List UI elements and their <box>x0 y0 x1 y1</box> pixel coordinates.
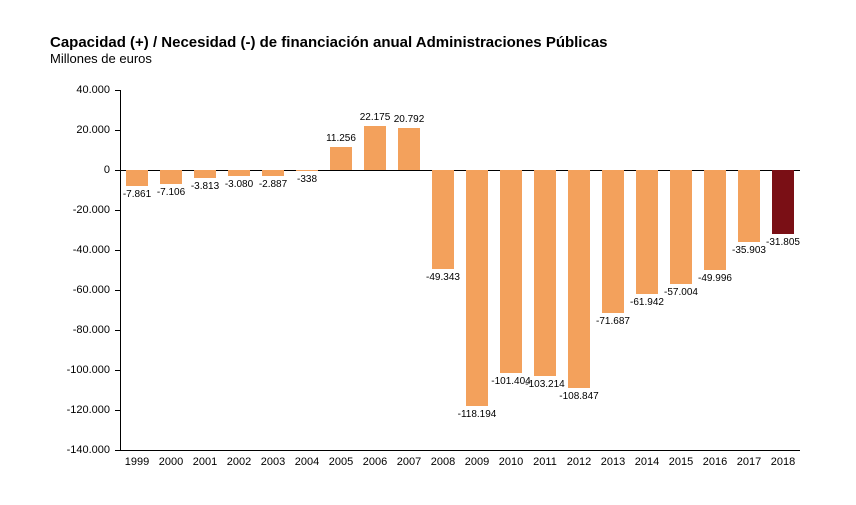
bar <box>126 170 147 186</box>
y-tick-label: -140.000 <box>40 444 110 456</box>
x-axis-bottom <box>120 450 800 451</box>
x-tick-label: 2014 <box>630 456 664 468</box>
bar <box>398 128 419 170</box>
bar <box>670 170 691 284</box>
x-tick-label: 2010 <box>494 456 528 468</box>
bar-value-label: -338 <box>277 174 337 185</box>
y-tick-label: -60.000 <box>40 284 110 296</box>
chart-titles: Capacidad (+) / Necesidad (-) de financi… <box>50 34 608 66</box>
x-tick-label: 2007 <box>392 456 426 468</box>
y-tick <box>115 210 120 211</box>
bar <box>738 170 759 242</box>
x-tick-label: 2011 <box>528 456 562 468</box>
x-axis-zero <box>120 170 800 171</box>
bar-value-label: -61.942 <box>617 297 677 308</box>
bar-value-label: -118.194 <box>447 409 507 420</box>
x-tick-label: 1999 <box>120 456 154 468</box>
x-tick-label: 2004 <box>290 456 324 468</box>
y-tick <box>115 130 120 131</box>
y-tick-label: 0 <box>40 164 110 176</box>
bar <box>330 147 351 170</box>
bar-value-label: -71.687 <box>583 316 643 327</box>
bar <box>466 170 487 406</box>
y-tick-label: 40.000 <box>40 84 110 96</box>
bar <box>602 170 623 313</box>
x-tick-label: 2016 <box>698 456 732 468</box>
bar-value-label: 20.792 <box>379 114 439 125</box>
x-tick-label: 2002 <box>222 456 256 468</box>
y-tick <box>115 290 120 291</box>
bar-value-label: -108.847 <box>549 391 609 402</box>
bar <box>194 170 215 178</box>
bar <box>534 170 555 376</box>
y-tick <box>115 330 120 331</box>
plot-area: 40.00020.0000-20.000-40.000-60.000-80.00… <box>120 90 800 450</box>
chart-title: Capacidad (+) / Necesidad (-) de financi… <box>50 34 608 51</box>
x-tick-label: 2009 <box>460 456 494 468</box>
chart-container: Capacidad (+) / Necesidad (-) de financi… <box>0 0 856 505</box>
y-tick-label: -20.000 <box>40 204 110 216</box>
x-tick-label: 2012 <box>562 456 596 468</box>
bar-value-label: -49.343 <box>413 272 473 283</box>
bar <box>772 170 793 234</box>
bar <box>296 170 317 171</box>
x-tick-label: 2008 <box>426 456 460 468</box>
x-tick-label: 2001 <box>188 456 222 468</box>
bar-value-label: -57.004 <box>651 287 711 298</box>
bar <box>432 170 453 269</box>
y-tick <box>115 370 120 371</box>
x-tick-label: 2018 <box>766 456 800 468</box>
bar-value-label: -103.214 <box>515 379 575 390</box>
y-tick <box>115 410 120 411</box>
bar <box>500 170 521 373</box>
y-tick <box>115 250 120 251</box>
bar <box>636 170 657 294</box>
chart-subtitle: Millones de euros <box>50 51 608 66</box>
bar-value-label: -49.996 <box>685 273 745 284</box>
x-tick-label: 2006 <box>358 456 392 468</box>
x-tick-label: 2015 <box>664 456 698 468</box>
y-tick-label: 20.000 <box>40 124 110 136</box>
x-tick-label: 2017 <box>732 456 766 468</box>
y-tick-label: -80.000 <box>40 324 110 336</box>
x-tick-label: 2003 <box>256 456 290 468</box>
y-tick-label: -100.000 <box>40 364 110 376</box>
x-tick-label: 2005 <box>324 456 358 468</box>
y-tick-label: -40.000 <box>40 244 110 256</box>
x-tick-label: 2013 <box>596 456 630 468</box>
y-tick <box>115 90 120 91</box>
bar <box>228 170 249 176</box>
bar-value-label: -31.805 <box>753 237 813 248</box>
bar-value-label: 11.256 <box>311 133 371 144</box>
bar <box>364 126 385 170</box>
x-tick-label: 2000 <box>154 456 188 468</box>
y-tick-label: -120.000 <box>40 404 110 416</box>
y-axis <box>120 90 121 450</box>
bar <box>568 170 589 388</box>
